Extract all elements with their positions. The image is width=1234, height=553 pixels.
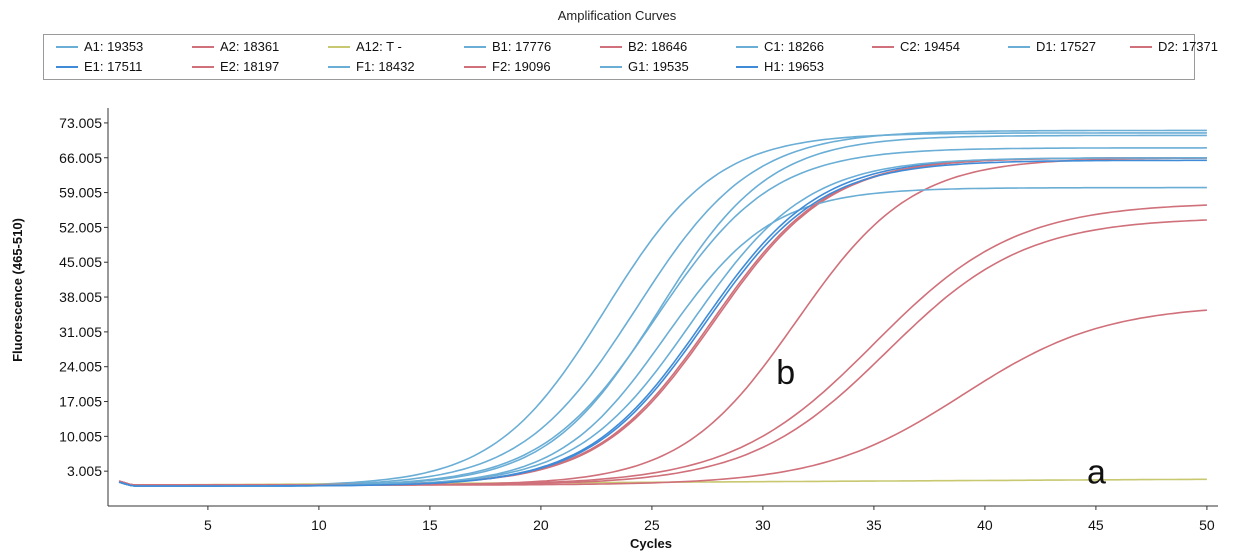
axes	[107, 108, 1218, 507]
legend-label: F1: 18432	[356, 59, 415, 74]
y-tick-label: 38.005	[59, 289, 102, 305]
y-tick-label: 66.005	[59, 150, 102, 166]
legend-label: D2: 17371	[1158, 39, 1218, 54]
legend-item: D1: 17527	[1008, 39, 1096, 54]
x-tick-label: 30	[755, 517, 771, 533]
series-line	[118, 157, 1207, 486]
legend-swatch	[1008, 45, 1030, 48]
series-line	[118, 147, 1207, 487]
legend-item: C2: 19454	[872, 39, 960, 54]
x-tick-label: 45	[1088, 517, 1104, 533]
y-tick-label: 45.005	[59, 254, 102, 270]
legend-swatch	[872, 45, 894, 48]
legend-item: F1: 18432	[328, 59, 415, 74]
y-tick-label: 73.005	[59, 115, 102, 131]
legend-swatch	[328, 65, 350, 68]
series-line	[118, 219, 1207, 486]
legend-item: G1: 19535	[600, 59, 689, 74]
legend-label: B1: 17776	[492, 39, 552, 54]
series-line	[118, 132, 1207, 487]
tick-labels: 5 10 15 20 25 30 35 40 45 50 3.005 10.005 17.005 24.0…	[59, 115, 1215, 533]
legend-label: A1: 19353	[84, 39, 144, 54]
x-tick-label: 10	[311, 517, 327, 533]
y-tick-label: 10.005	[59, 428, 102, 444]
y-tick-label: 17.005	[59, 394, 102, 410]
legend-item: A12: T -	[328, 39, 402, 54]
legend-item: A1: 19353	[56, 39, 143, 54]
legend-label: C1: 18266	[764, 39, 824, 54]
x-tick-label: 15	[422, 517, 438, 533]
series-line	[118, 186, 1207, 487]
legend-swatch	[328, 45, 350, 48]
legend-item: D2: 17371	[1130, 39, 1218, 54]
y-tick-label: 24.005	[59, 359, 102, 375]
legend-label: F2: 19096	[492, 59, 551, 74]
chart-title: Amplification Curves	[557, 8, 677, 23]
y-tick-label: 52.005	[59, 219, 102, 235]
legend-label: A12: T -	[356, 39, 402, 54]
annotation-label: a	[1087, 454, 1106, 492]
y-tick-label: 3.005	[67, 463, 102, 479]
legend-label: C2: 19454	[900, 39, 960, 54]
legend-swatch	[192, 45, 214, 48]
series-line	[118, 157, 1207, 487]
legend-item: H1: 19653	[736, 59, 824, 74]
legend-label: G1: 19535	[628, 59, 689, 74]
legend-swatch	[56, 65, 78, 68]
y-tick-label: 59.005	[59, 185, 102, 201]
series-line	[118, 157, 1207, 486]
x-axis-title: Cycles	[630, 536, 672, 551]
y-tick-label: 31.005	[59, 324, 102, 340]
legend-swatch	[464, 45, 486, 48]
legend-item: E2: 18197	[192, 59, 279, 74]
x-tick-label: 25	[644, 517, 660, 533]
legend-label: B2: 18646	[628, 39, 688, 54]
x-tick-label: 5	[204, 517, 212, 533]
series-line	[118, 159, 1207, 487]
legend-item: C1: 18266	[736, 39, 824, 54]
x-tick-label: 35	[866, 517, 882, 533]
legend-label: H1: 19653	[764, 59, 824, 74]
annotations: ba	[776, 354, 1106, 492]
legend-swatch	[56, 45, 78, 48]
legend-label: A2: 18361	[220, 39, 280, 54]
legend-swatch	[600, 65, 622, 68]
legend-swatch	[736, 45, 758, 48]
series-line	[118, 204, 1207, 486]
legend-item: B1: 17776	[464, 39, 551, 54]
legend-item: B2: 18646	[600, 39, 687, 54]
legend-label: D1: 17527	[1036, 39, 1096, 54]
legend-swatch	[736, 65, 758, 68]
legend-item: E1: 17511	[56, 59, 142, 74]
legend-item: A2: 18361	[192, 39, 279, 54]
legend-swatch	[600, 45, 622, 48]
series-line	[118, 309, 1207, 486]
legend-swatch	[1130, 45, 1152, 48]
x-tick-label: 40	[977, 517, 993, 533]
legend: A1: 19353 A2: 18361 A12: T - B1: 17776 B2: 1…	[43, 34, 1218, 80]
legend-swatch	[464, 65, 486, 68]
legend-label: E1: 17511	[84, 59, 143, 74]
annotation-label: b	[776, 354, 795, 392]
series-line	[118, 157, 1207, 487]
series-line	[118, 157, 1207, 486]
y-axis-title: Fluorescence (465-510)	[10, 218, 25, 362]
curves	[118, 129, 1207, 487]
legend-item: F2: 19096	[464, 59, 551, 74]
x-tick-label: 20	[533, 517, 549, 533]
legend-swatch	[192, 65, 214, 68]
legend-label: E2: 18197	[220, 59, 280, 74]
x-tick-label: 50	[1199, 517, 1215, 533]
